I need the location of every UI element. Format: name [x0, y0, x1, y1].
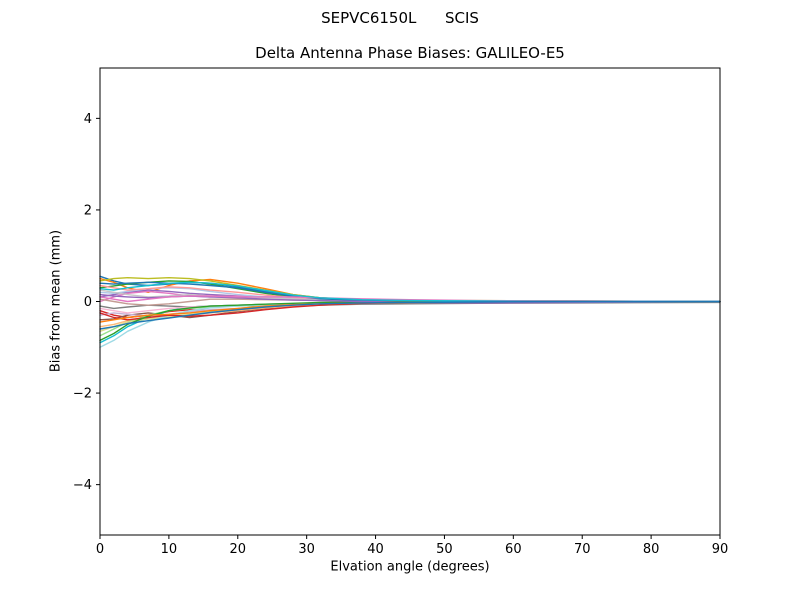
axes-title: Delta Antenna Phase Biases: GALILEO-E5	[255, 44, 565, 62]
y-tick-label: −4	[73, 478, 92, 493]
x-tick-label: 40	[367, 542, 384, 557]
x-tick-label: 50	[436, 542, 453, 557]
x-tick-label: 0	[96, 542, 104, 557]
x-tick-label: 80	[643, 542, 660, 557]
y-tick-label: −2	[73, 387, 92, 402]
series-line-28	[99, 300, 721, 330]
x-tick-label: 90	[712, 542, 729, 557]
x-tick-label: 30	[298, 542, 315, 557]
y-tick-label: 4	[84, 112, 92, 127]
series-line-23	[99, 300, 721, 342]
x-tick-label: 20	[230, 542, 247, 557]
x-tick-label: 60	[505, 542, 522, 557]
figure-title: SEPVC6150L SCIS	[321, 9, 479, 27]
x-tick-label: 70	[574, 542, 591, 557]
x-tick-label: 10	[161, 542, 178, 557]
x-axis-label: Elvation angle (degrees)	[330, 559, 490, 575]
y-tick-label: 0	[84, 295, 92, 310]
series-line-27	[99, 281, 721, 303]
y-axis-label: Bias from mean (mm)	[48, 229, 64, 373]
series-line-21	[99, 281, 721, 303]
y-tick-label: 2	[84, 203, 92, 218]
